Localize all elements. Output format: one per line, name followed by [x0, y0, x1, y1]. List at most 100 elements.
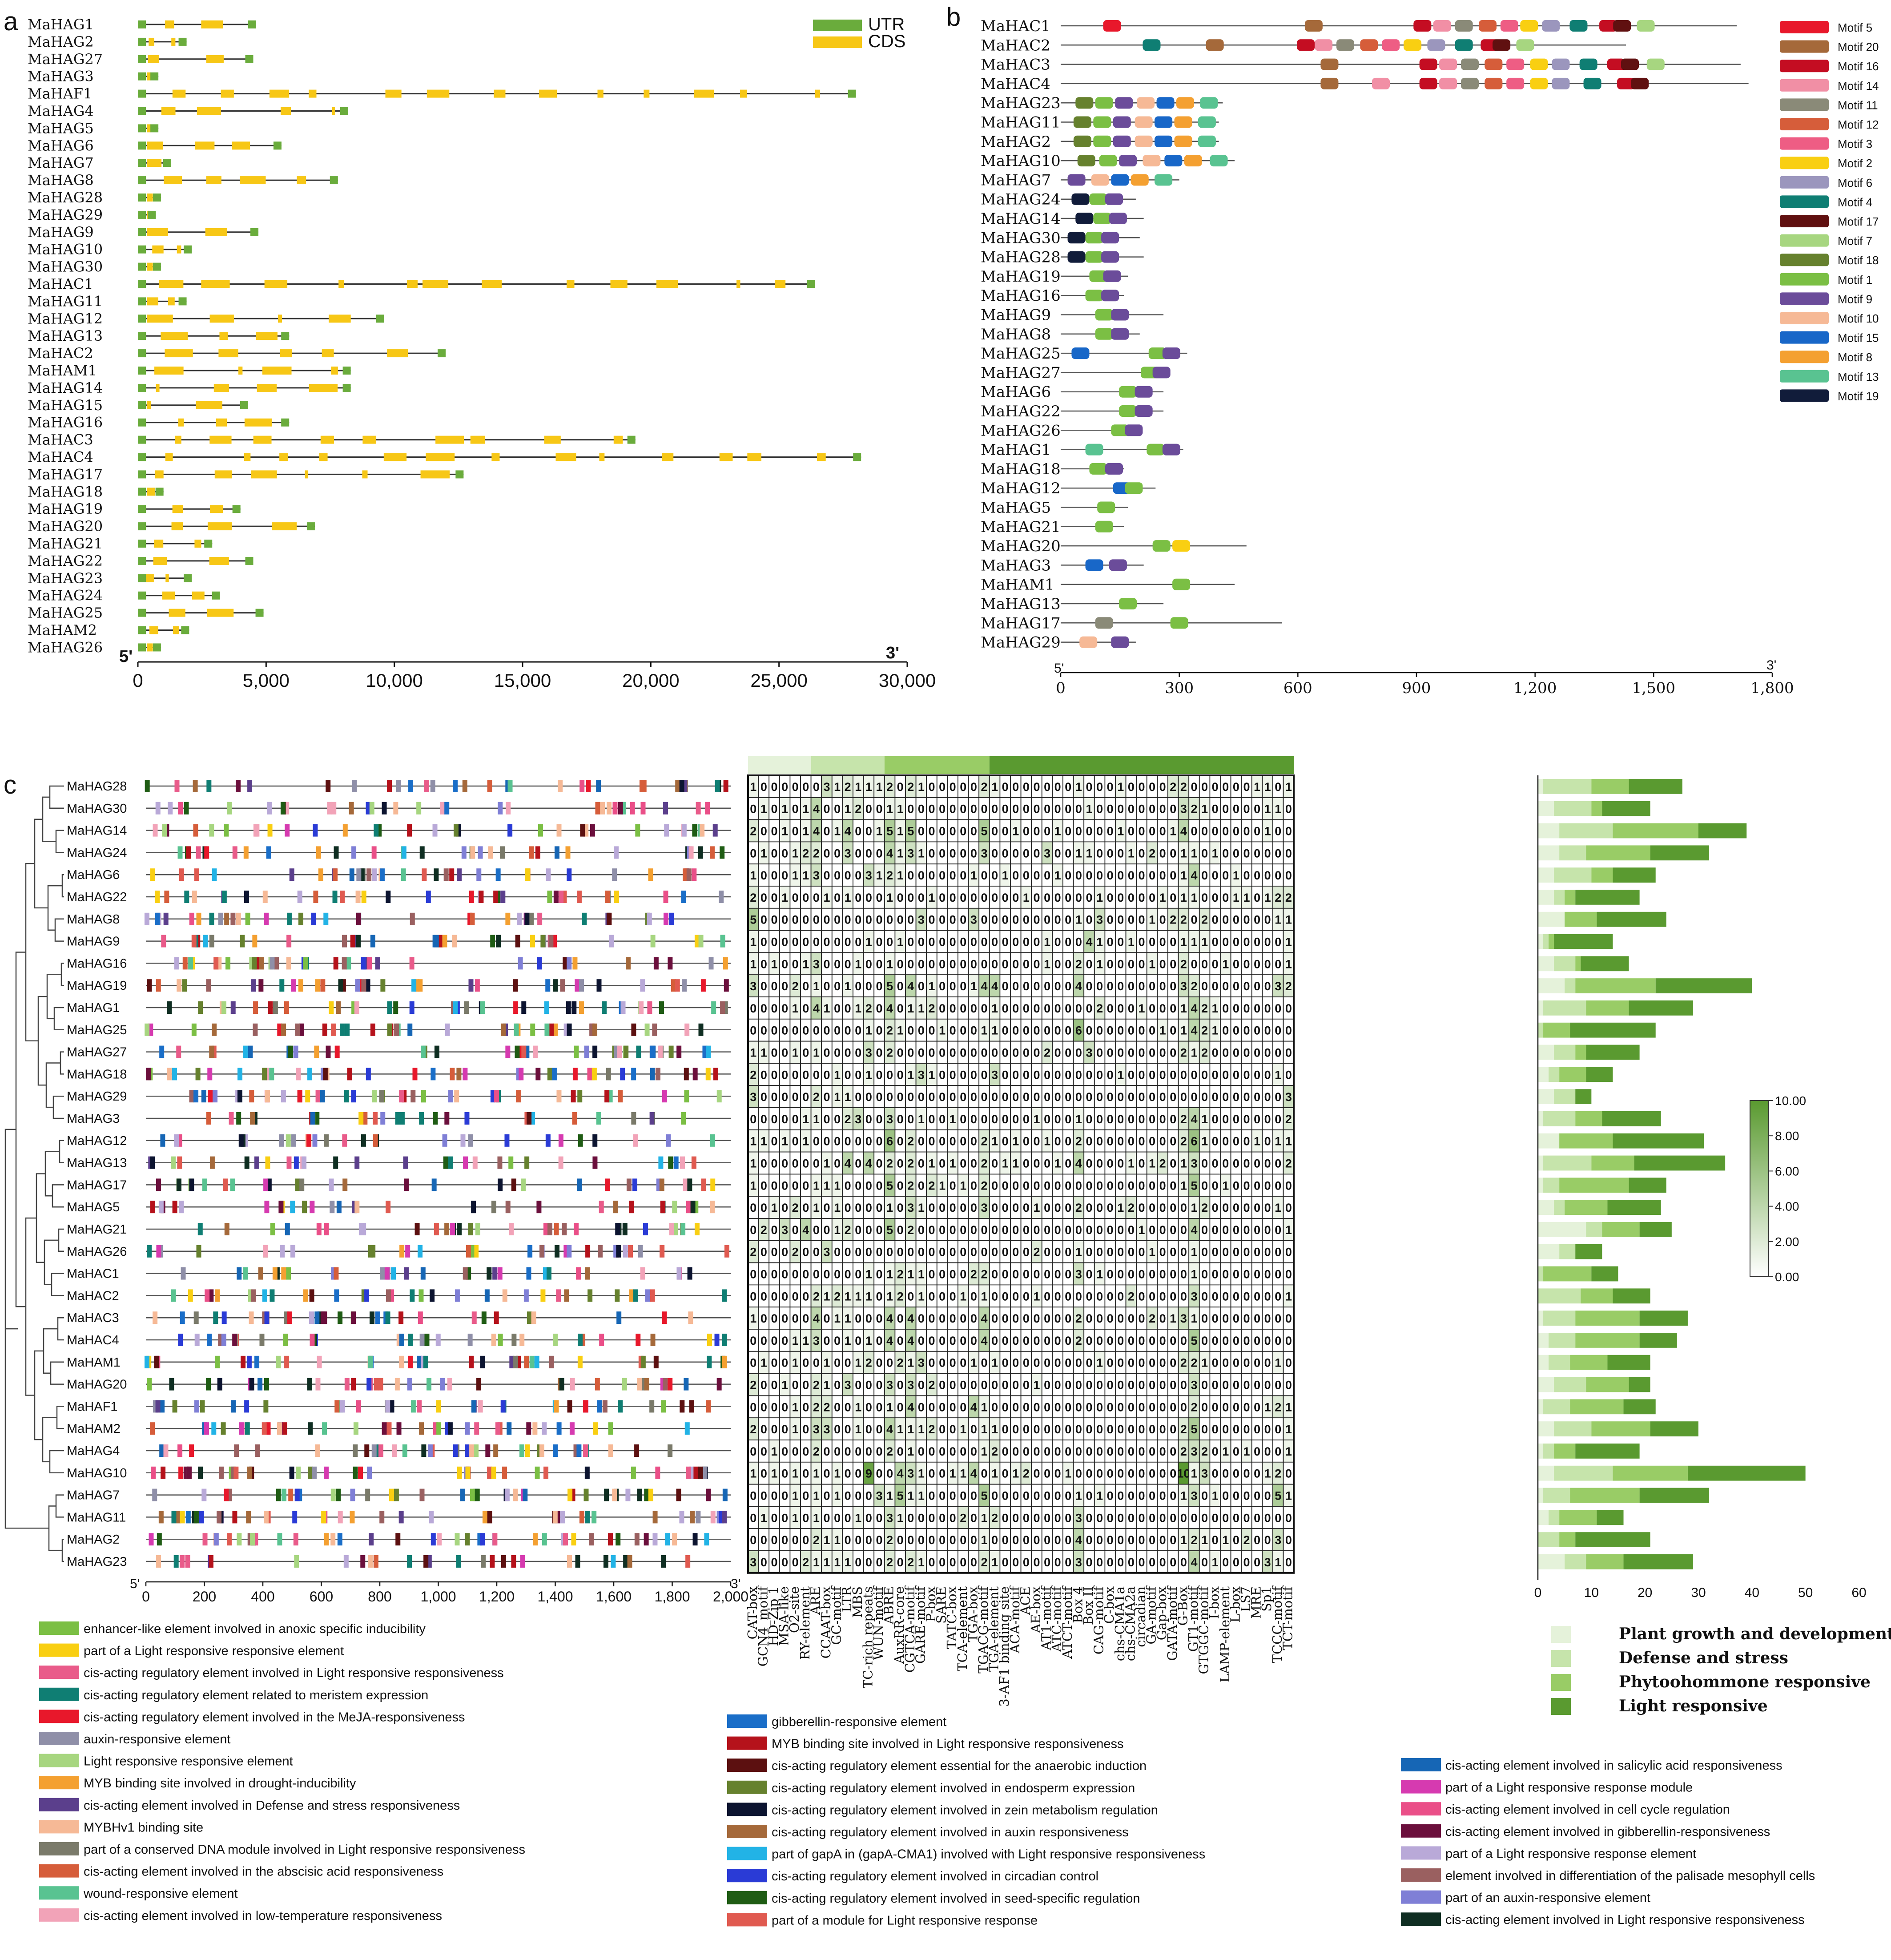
heatmap-value: 0 [1233, 1223, 1239, 1237]
promoter-gene-label: MaHAG16 [67, 956, 127, 971]
cis-element-block [722, 1334, 727, 1346]
heatmap-value: 0 [750, 1268, 756, 1281]
cis-element-block [539, 1245, 545, 1258]
heatmap-value: 0 [771, 1223, 777, 1237]
heatmap-value: 0 [991, 1113, 998, 1126]
heatmap-value: 0 [781, 1179, 788, 1192]
cis-element-block [294, 1555, 299, 1568]
heatmap-value: 0 [1012, 780, 1019, 794]
motif-legend-label: Motif 11 [1838, 98, 1878, 112]
heatmap-value: 0 [834, 1046, 841, 1060]
heatmap-value: 1 [813, 980, 820, 993]
cis-element-block [232, 1511, 237, 1524]
promoter-gene-label: MaHAG14 [67, 824, 127, 838]
cis-element-block [563, 1023, 569, 1036]
heatmap-value: 0 [1138, 847, 1145, 860]
cis-element-block [507, 1422, 512, 1435]
axis-tick-label-b: 300 [1165, 679, 1194, 697]
heatmap-value: 0 [1212, 891, 1219, 904]
heatmap-value: 0 [834, 957, 841, 971]
cis-element-block [464, 1001, 469, 1014]
heatmap-value: 1 [907, 1356, 914, 1370]
heatmap-value: 0 [845, 1268, 851, 1281]
heatmap-value: 0 [950, 1002, 956, 1015]
motif-block [1125, 424, 1143, 436]
cis-element-block [602, 1001, 607, 1014]
cis-element-block [634, 1533, 640, 1546]
cis-element-block [635, 824, 640, 837]
heatmap-value: 2 [981, 1157, 987, 1170]
cds-block [613, 436, 623, 444]
heatmap-value: 0 [1086, 1090, 1092, 1104]
heatmap-value: 0 [950, 936, 956, 949]
cds-block [168, 297, 175, 306]
motif-legend-swatch [1780, 351, 1829, 363]
heatmap-value: 0 [950, 1356, 956, 1370]
cds-block [747, 453, 761, 461]
cis-element-block [386, 1422, 392, 1435]
cis-element-block [340, 1400, 345, 1413]
cis-element-block [207, 1068, 213, 1081]
heatmap-value: 0 [865, 1135, 872, 1148]
cis-element-block [505, 1045, 511, 1058]
heatmap-value: 0 [1285, 847, 1292, 860]
heatmap-value: 1 [1075, 780, 1082, 794]
heatmap-value: 2 [1191, 1400, 1197, 1414]
cis-element-block [572, 1068, 578, 1081]
cis-element-block [368, 1355, 373, 1368]
heatmap-value: 0 [1023, 1379, 1030, 1392]
cis-element-block [189, 1178, 194, 1191]
heatmap-value: 0 [939, 1201, 946, 1214]
cis-element-block [338, 979, 343, 992]
cis-element-block [354, 1001, 359, 1014]
cis-element-block [616, 1311, 622, 1324]
motif-block [1095, 328, 1113, 340]
tree-branch [50, 1361, 64, 1385]
heatmap-value: 1 [1275, 1068, 1281, 1081]
heatmap-value: 0 [1264, 1246, 1271, 1259]
cis-element-block [422, 868, 427, 881]
heatmap-value: 0 [1002, 1290, 1009, 1303]
heatmap-value: 1 [897, 869, 904, 882]
heatmap-value: 3 [1096, 913, 1103, 927]
cis-element-block [430, 1289, 435, 1302]
motif-block [1637, 20, 1655, 32]
heatmap-value: 0 [802, 1157, 809, 1170]
protein-label: MaHAG8 [981, 326, 1051, 343]
heatmap-value: 0 [1012, 1024, 1019, 1037]
heatmap-value: 0 [781, 1113, 788, 1126]
cis-element-block [244, 1156, 249, 1169]
cis-element-block [526, 1422, 531, 1435]
heatmap-value: 0 [876, 891, 882, 904]
heatmap-value: 0 [1086, 1379, 1092, 1392]
cds-block [165, 349, 193, 358]
motif-block [1143, 155, 1161, 167]
motif-block [1135, 386, 1153, 398]
heatmap-value: 0 [918, 1312, 925, 1325]
cds-block [162, 591, 175, 600]
cis-element-block [720, 935, 725, 948]
heatmap-value: 0 [1075, 1400, 1082, 1414]
motif-legend-swatch [1780, 157, 1829, 169]
heatmap-value: 0 [760, 1400, 767, 1414]
heatmap-value: 1 [950, 1157, 956, 1170]
gene-structure-row: MaHAG15 [28, 397, 103, 414]
heatmap-value: 0 [1170, 1024, 1176, 1037]
cis-element-block [694, 1223, 700, 1235]
heatmap-value: 0 [939, 1290, 946, 1303]
gene-structure-row: MaHAG1 [28, 16, 94, 33]
cis-element-block [570, 1488, 575, 1501]
cis-element-block [227, 1488, 232, 1501]
heatmap-value: 0 [1117, 1090, 1124, 1104]
heatmap-value: 0 [1117, 869, 1124, 882]
motif-block [1485, 77, 1503, 89]
heatmap-value: 0 [1264, 847, 1271, 860]
heatmap-value: 0 [1264, 957, 1271, 971]
motif-block [1071, 193, 1090, 205]
cds-block [817, 453, 826, 461]
gene-structure-row: MaHAG20 [28, 518, 103, 535]
motif-block [1439, 58, 1457, 70]
heatmap-value: 0 [1264, 1379, 1271, 1392]
heatmap-value: 0 [1222, 803, 1229, 816]
cds-block [278, 315, 282, 323]
